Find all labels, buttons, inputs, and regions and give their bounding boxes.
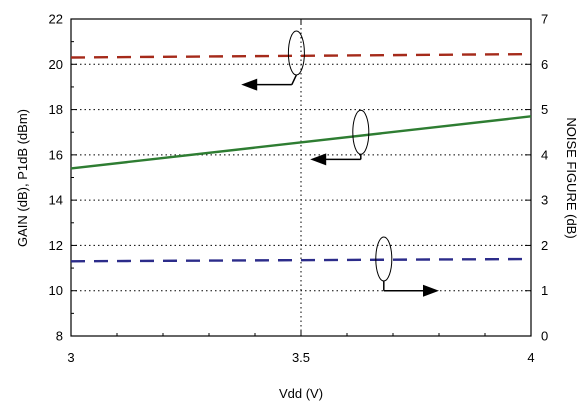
y-left-tick-label: 22 xyxy=(49,12,63,27)
y-left-tick-label: 8 xyxy=(56,329,63,344)
x-axis-label: Vdd (V) xyxy=(279,386,323,401)
series-line-3 xyxy=(70,257,532,263)
y-left-axis-label: GAIN (dB), P1dB (dBm) xyxy=(15,109,30,247)
x-tick-label: 3 xyxy=(67,350,74,365)
y-right-tick-label: 7 xyxy=(541,12,548,27)
grid xyxy=(71,19,531,336)
y-right-tick-label: 0 xyxy=(541,329,548,344)
x-tick-label: 3.5 xyxy=(292,350,310,365)
y-right-tick-label: 2 xyxy=(541,238,548,253)
annotation-arrow-head xyxy=(241,78,258,91)
y-left-tick-label: 16 xyxy=(49,147,63,162)
annotation-ellipse xyxy=(352,109,370,155)
y-right-tick-label: 6 xyxy=(541,57,548,72)
y-right-tick-label: 4 xyxy=(541,147,548,162)
series-layer xyxy=(70,52,532,263)
y-left-tick-label: 20 xyxy=(49,57,63,72)
annotation-ellipse xyxy=(287,30,305,76)
y-right-axis-label: NOISE FIGURE (dB) xyxy=(564,117,579,238)
y-left-tick-label: 12 xyxy=(49,238,63,253)
y-right-tick-label: 5 xyxy=(541,102,548,117)
y-left-tick-label: 10 xyxy=(49,283,63,298)
x-tick-label: 4 xyxy=(527,350,534,365)
annotation-leader xyxy=(291,74,298,85)
y-right-tick-label: 1 xyxy=(541,283,548,298)
y-right-tick-label: 3 xyxy=(541,193,548,208)
series-line-1 xyxy=(70,52,532,59)
y-left-tick-label: 18 xyxy=(49,102,63,117)
annotation-arrow-head xyxy=(423,284,439,297)
annotation-arrow-head xyxy=(310,153,327,166)
series-line-2 xyxy=(70,115,532,170)
y-left-tick-label: 14 xyxy=(49,193,63,208)
annotation-layer xyxy=(241,30,439,297)
